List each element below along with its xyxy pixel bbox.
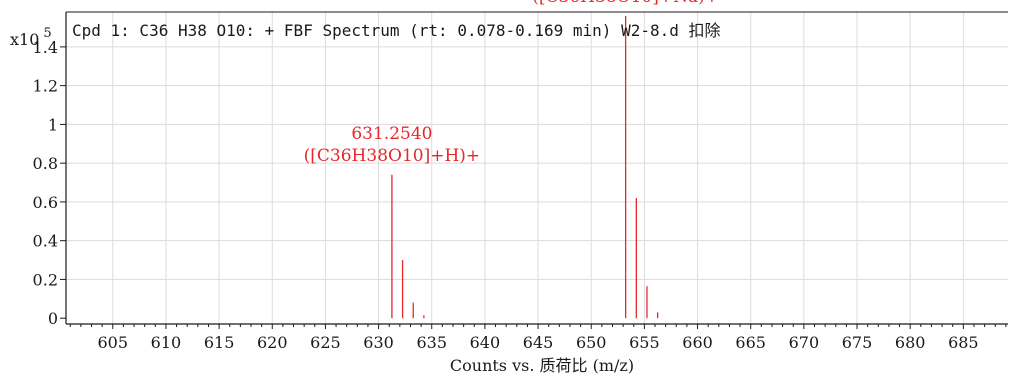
- y-tick-label: 1: [48, 115, 58, 134]
- grid: [66, 12, 1008, 324]
- x-tick-label: 660: [682, 333, 713, 352]
- y-multiplier: x10 5: [10, 26, 52, 49]
- x-tick-label: 605: [98, 333, 129, 352]
- chart-title: Cpd 1: C36 H38 O10: + FBF Spectrum (rt: …: [72, 21, 721, 40]
- x-tick-label: 685: [948, 333, 979, 352]
- y-tick-label: 0.6: [33, 193, 58, 212]
- x-tick-label: 680: [895, 333, 926, 352]
- x-tick-label: 620: [257, 333, 288, 352]
- y-ticks: 0 0.2 0.4 0.6 0.8 1 1.2 1.4: [33, 38, 66, 328]
- y-tick-label: 0.4: [33, 232, 58, 251]
- x-tick-label: 630: [363, 333, 394, 352]
- x-tick-label: 610: [151, 333, 182, 352]
- y-multiplier-exponent: 5: [43, 26, 51, 41]
- peaks: [391, 15, 659, 319]
- x-tick-label: 625: [310, 333, 341, 352]
- x-tick-label: 650: [576, 333, 607, 352]
- axes: [65, 11, 1008, 325]
- y-tick-label: 1.4: [33, 38, 58, 57]
- x-ticks: 605 610 615 620 625 630 635 640 645 650 655 660 665 6…: [69, 324, 1007, 352]
- y-tick-label: 0: [48, 309, 58, 328]
- y-tick-label: 0.2: [33, 270, 58, 289]
- peak-mz-label: 631.2540: [351, 124, 432, 144]
- peak-ion-label: ([C36H38O10]+H)+: [304, 146, 481, 166]
- y-tick-label: 1.2: [33, 77, 58, 96]
- x-tick-label: 615: [204, 333, 235, 352]
- x-tick-label: 675: [842, 333, 873, 352]
- peak-ion-label: ([C36H38O10]+Na)+: [532, 0, 719, 7]
- y-multiplier-base: x10: [10, 30, 39, 49]
- x-axis-label: Counts vs. 质荷比 (m/z): [450, 356, 634, 375]
- x-tick-label: 665: [735, 333, 766, 352]
- x-tick-label: 640: [470, 333, 501, 352]
- x-tick-label: 670: [789, 333, 820, 352]
- x-tick-label: 635: [416, 333, 447, 352]
- x-tick-label: 645: [523, 333, 554, 352]
- y-tick-label: 0.8: [33, 154, 58, 173]
- peak-annotations: 631.2540([C36H38O10]+H)+653.2365([C36H38…: [304, 0, 719, 166]
- x-tick-label: 655: [629, 333, 660, 352]
